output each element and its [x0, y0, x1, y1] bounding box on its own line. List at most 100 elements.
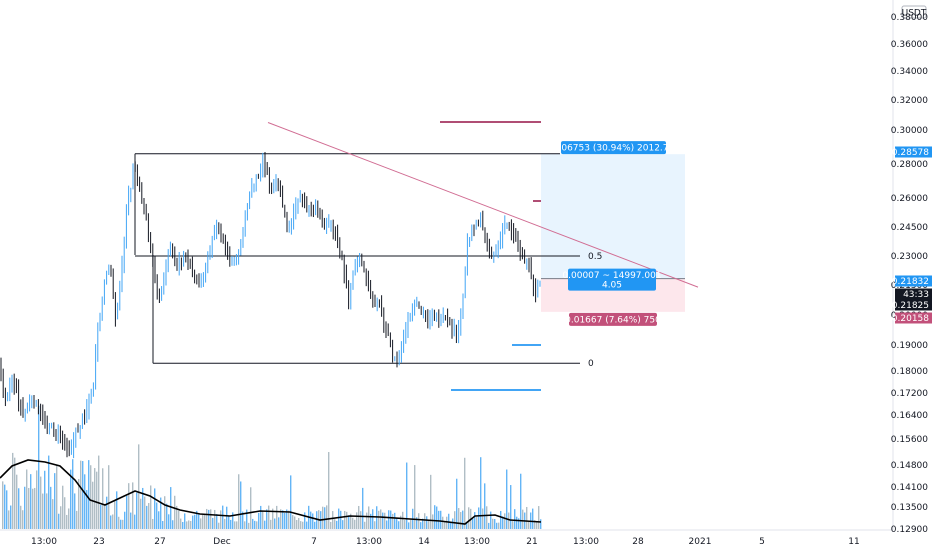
volume-bar [458, 508, 460, 529]
volume-bar [56, 465, 58, 529]
y-tick-label: 0.14800 [891, 461, 928, 471]
target-label-box [561, 141, 666, 155]
volume-bar [76, 510, 78, 529]
volume-bar [430, 474, 432, 529]
volume-bar [186, 521, 188, 529]
volume-bar [150, 485, 152, 529]
currency-label[interactable]: USDT [902, 9, 927, 19]
descending-trendline [267, 122, 699, 288]
volume-bar [80, 460, 82, 529]
volume-bar [112, 514, 114, 529]
volume-bar [300, 521, 302, 529]
volume-bar [518, 518, 520, 529]
y-tick-label: 0.38000 [891, 13, 928, 23]
volume-bar [372, 509, 374, 529]
volume-bar [404, 519, 406, 529]
plot-area[interactable]: 0.5 0 0.06753 (30.94%) 2012.75 0.00007 ~ 14… [0, 121, 699, 529]
volume-bar [302, 521, 304, 529]
volume-bar [208, 509, 210, 529]
volume-bar [14, 457, 16, 529]
volume-bar [114, 500, 116, 529]
volume-bar [516, 516, 518, 529]
volume-bar [438, 510, 440, 529]
volume-bar [392, 513, 394, 529]
volume-bar [364, 521, 366, 529]
volume-bar [374, 521, 376, 529]
volume-bar [52, 499, 54, 529]
y-tick-label: 0.12900 [891, 525, 928, 535]
volume-bar [466, 521, 468, 529]
volume-bar [384, 512, 386, 529]
volume-bar [140, 498, 142, 529]
volume-bar [428, 520, 430, 529]
volume-bar [168, 514, 170, 529]
x-tick-label: 2021 [689, 537, 712, 547]
volume-bar [6, 490, 8, 529]
volume-bar [148, 503, 150, 529]
volume-bar [238, 474, 240, 529]
y-tick-label: 0.13500 [891, 503, 928, 513]
entry-label-line2: 4.05 [602, 281, 622, 291]
profit-zone [541, 154, 685, 279]
volume-bar [526, 506, 528, 529]
volume-bar [316, 511, 318, 529]
stop-label: 0.01667 (7.64%) 750 [565, 315, 661, 325]
entry-label-box [568, 268, 656, 291]
volume-bar [218, 522, 220, 529]
volume-bar [242, 511, 244, 529]
volume-bar [338, 508, 340, 529]
volume-bar [468, 507, 470, 529]
y-tick-label: 0.30000 [891, 126, 928, 136]
volume-bar [100, 504, 102, 529]
volume-bar [54, 473, 56, 529]
volume-bar [240, 481, 242, 529]
volume-bar [400, 515, 402, 529]
volume-bar [474, 512, 476, 529]
price-tag [895, 275, 932, 287]
volume-bar [162, 520, 164, 529]
volume-bar [158, 511, 160, 529]
volume-bar [230, 519, 232, 529]
volume-bar [350, 513, 352, 529]
x-tick-label: Dec [213, 537, 230, 547]
volume-bar [330, 521, 332, 529]
volume-bar [156, 502, 158, 529]
volume-bar [30, 474, 32, 529]
price-tag-label: 0.21825 [892, 301, 929, 311]
volume-bar [78, 478, 80, 529]
volume-bar [472, 518, 474, 529]
volume-bar [454, 511, 456, 529]
y-tick-label: 0.18000 [891, 367, 928, 377]
volume-bar [406, 462, 408, 529]
volume-bar [386, 520, 388, 529]
volume-bar [396, 517, 398, 529]
volume-bar [16, 474, 18, 529]
price-tag-label: 43:33 [903, 290, 929, 300]
volume-bar [246, 509, 248, 529]
volume-bar [198, 514, 200, 529]
volume-bar [262, 511, 264, 529]
volume-bar [40, 476, 42, 529]
volume-bar [456, 478, 458, 529]
volume-bar [420, 522, 422, 529]
volume-bar [232, 512, 234, 529]
volume-bar [280, 509, 282, 529]
volume-bar [256, 521, 258, 529]
volume-bar [68, 508, 70, 529]
volume-bar [436, 506, 438, 529]
volume-bar [276, 505, 278, 529]
volume-bar [368, 506, 370, 529]
volume-bar [106, 496, 108, 529]
fib-0-5-label: 0.5 [588, 252, 602, 262]
y-tick-label: 0.24500 [891, 223, 928, 233]
volume-bar [28, 487, 30, 529]
volume-bar [22, 510, 24, 529]
volume-bar [252, 518, 254, 529]
volume-bar [196, 510, 198, 529]
volume-bar [92, 481, 94, 529]
y-tick-label: 0.23000 [891, 252, 928, 262]
volume-bar [494, 519, 496, 529]
volume-bar [536, 521, 538, 529]
